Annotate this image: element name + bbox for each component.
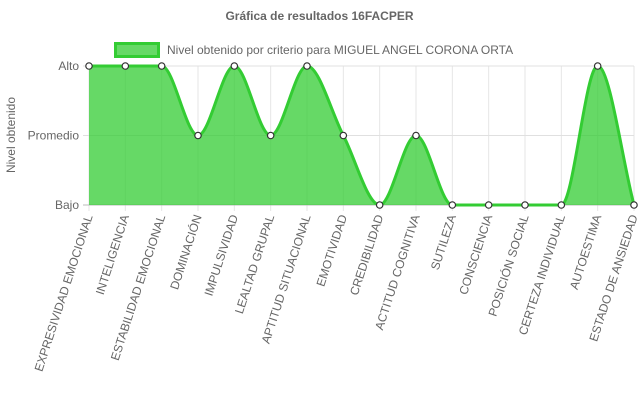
x-tick-label: SUTILEZA bbox=[428, 213, 459, 272]
legend[interactable]: Nivel obtenido por criterio para MIGUEL … bbox=[114, 42, 513, 58]
legend-swatch bbox=[114, 42, 160, 58]
chart-title: Gráfica de resultados 16FACPER bbox=[225, 9, 414, 23]
legend-label: Nivel obtenido por criterio para MIGUEL … bbox=[167, 43, 514, 57]
x-tick-label: DOMINACIÓN bbox=[166, 213, 204, 292]
x-tick-label: LEALTAD GRUPAL bbox=[232, 213, 277, 316]
data-point bbox=[194, 131, 202, 140]
data-point bbox=[157, 62, 166, 70]
x-tick-label: CREDIBILIDAD bbox=[347, 213, 386, 298]
data-point bbox=[375, 201, 384, 209]
y-tick-label: Alto bbox=[58, 59, 79, 73]
x-tick-label: IMPULSIVIDAD bbox=[202, 213, 242, 298]
data-point bbox=[521, 201, 529, 209]
data-point bbox=[339, 131, 348, 140]
data-point bbox=[557, 201, 566, 209]
data-point bbox=[266, 131, 275, 140]
series-area bbox=[89, 66, 634, 205]
data-point bbox=[303, 62, 311, 70]
x-tick-label: AUTOESTIMA bbox=[567, 213, 604, 291]
y-tick-label: Bajo bbox=[55, 198, 79, 212]
data-point bbox=[230, 62, 239, 70]
data-point bbox=[121, 62, 130, 70]
data-point bbox=[412, 131, 420, 140]
data-point bbox=[484, 201, 493, 209]
y-tick-label: Promedio bbox=[28, 129, 80, 143]
data-point bbox=[85, 62, 93, 70]
x-tick-label: INTELIGENCIA bbox=[93, 213, 132, 297]
data-point bbox=[593, 62, 602, 70]
x-tick-label: EMOTIVIDAD bbox=[314, 213, 350, 289]
x-tick-label: CONSCIENCIA bbox=[456, 213, 495, 297]
data-point bbox=[630, 201, 638, 209]
data-point bbox=[448, 201, 457, 209]
x-tick-label: EXPRESIVIDAD EMOCIONAL bbox=[32, 213, 96, 374]
